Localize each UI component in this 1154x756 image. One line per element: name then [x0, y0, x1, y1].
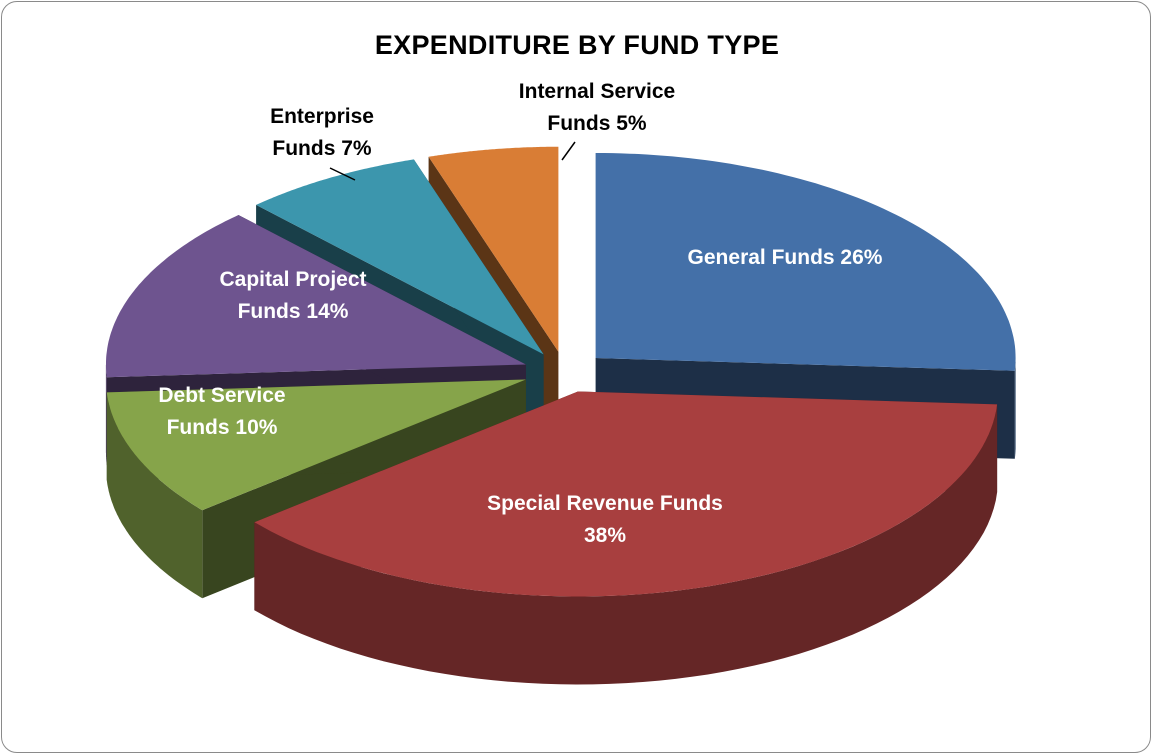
data-label: Internal Service Funds 5% — [497, 76, 697, 140]
slice-top — [106, 215, 526, 378]
slice-top — [254, 391, 998, 597]
category-label: Debt Service Funds — [158, 384, 286, 439]
slice-top — [106, 379, 526, 511]
slice-wall — [1014, 358, 1016, 459]
leader-line — [561, 141, 576, 161]
value-label: 10% — [235, 416, 278, 439]
data-label: Debt Service Funds 10% — [127, 380, 317, 444]
category-label: Special Revenue Funds — [487, 492, 723, 515]
data-label: Special Revenue Funds 38% — [485, 488, 725, 552]
pie — [105, 146, 1016, 685]
slice-top — [595, 153, 1016, 371]
value-label: 7% — [341, 137, 372, 160]
value-label: 38% — [583, 524, 627, 547]
slice-wall — [106, 392, 203, 599]
data-label: Capital Project Funds 14% — [188, 264, 398, 328]
leader-line — [329, 167, 356, 181]
category-label: General Funds — [687, 246, 835, 269]
category-label: Internal Service Funds — [518, 80, 676, 135]
value-label: 14% — [306, 300, 349, 323]
data-label: General Funds 26% — [685, 242, 885, 274]
value-label: 5% — [616, 112, 647, 135]
category-label: Capital Project Funds — [219, 268, 367, 323]
data-label: Enterprise Funds 7% — [242, 101, 402, 165]
slice-wall — [254, 404, 998, 685]
slice-wall — [105, 364, 107, 466]
slice — [254, 391, 998, 685]
slice-top — [256, 159, 544, 355]
chart-title: EXPENDITURE BY FUND TYPE — [374, 30, 780, 60]
value-label: 26% — [840, 246, 883, 269]
slice-top — [428, 146, 559, 352]
category-label: Enterprise Funds — [270, 105, 374, 160]
